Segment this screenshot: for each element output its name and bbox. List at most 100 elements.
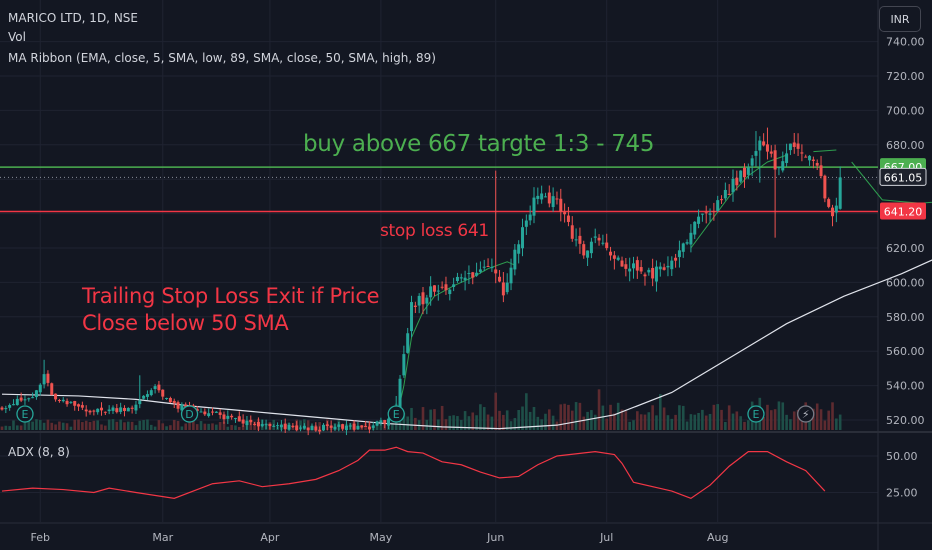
event-markers[interactable]: E D E E ⚡ bbox=[16, 405, 815, 423]
time-tick-label[interactable]: May bbox=[370, 531, 393, 544]
candle bbox=[440, 281, 444, 290]
time-tick-label[interactable]: Feb bbox=[31, 531, 50, 544]
time-tick-label[interactable]: Jul bbox=[599, 531, 613, 544]
volume-bar bbox=[792, 411, 796, 430]
earnings-icon[interactable]: E bbox=[16, 405, 34, 423]
candle bbox=[566, 206, 570, 227]
candle-body bbox=[413, 305, 417, 308]
volume-bar bbox=[69, 426, 73, 430]
trailing-annotation-line1[interactable]: Trailing Stop Loss Exit if Price bbox=[82, 284, 380, 308]
candle bbox=[344, 420, 348, 436]
candle-body bbox=[746, 167, 750, 175]
candle bbox=[436, 284, 440, 301]
price-tick-label[interactable]: 620.00 bbox=[886, 242, 925, 255]
candle bbox=[475, 262, 479, 277]
adx-tick-label[interactable]: 50.00 bbox=[886, 450, 918, 463]
volume-bar bbox=[643, 414, 647, 430]
candle bbox=[249, 415, 253, 426]
price-tick-label[interactable]: 520.00 bbox=[886, 414, 925, 427]
time-tick-label[interactable]: Apr bbox=[260, 531, 280, 544]
price-tick-label[interactable]: 580.00 bbox=[886, 311, 925, 324]
candle-body bbox=[161, 389, 165, 397]
price-tag-641-20[interactable]: 641.20 bbox=[880, 202, 926, 220]
vol-legend[interactable]: Vol bbox=[8, 30, 26, 44]
ma-ribbon-legend[interactable]: MA Ribbon (EMA, close, 5, SMA, low, 89, … bbox=[8, 51, 436, 65]
stop-loss-annotation[interactable]: stop loss 641 bbox=[380, 221, 489, 241]
volume-bar bbox=[651, 405, 654, 430]
candle bbox=[677, 240, 681, 268]
candle-body bbox=[609, 251, 613, 256]
price-tick-label[interactable]: 560.00 bbox=[886, 345, 925, 358]
volume-bar bbox=[50, 422, 54, 430]
time-tick-label[interactable]: Aug bbox=[707, 531, 728, 544]
volume-bar bbox=[666, 415, 670, 430]
candle bbox=[735, 170, 739, 191]
candle bbox=[540, 185, 544, 204]
symbol-title[interactable]: MARICO LTD, 1D, NSE bbox=[8, 11, 138, 25]
candle bbox=[570, 216, 574, 242]
horizontal-lines[interactable] bbox=[0, 166, 878, 213]
volume-bar bbox=[708, 413, 712, 430]
candle-body bbox=[126, 408, 130, 412]
candle-body bbox=[23, 399, 27, 401]
price-tick-label[interactable]: 680.00 bbox=[886, 139, 925, 152]
volume-bar bbox=[486, 414, 490, 430]
candle bbox=[831, 204, 835, 227]
candle-body bbox=[325, 424, 329, 426]
price-tick-label[interactable]: 600.00 bbox=[886, 276, 925, 289]
candle bbox=[704, 205, 708, 224]
candle bbox=[467, 265, 471, 284]
price-tick-label[interactable]: 540.00 bbox=[886, 380, 925, 393]
candle-body bbox=[601, 242, 605, 244]
earnings-icon[interactable]: E bbox=[387, 405, 405, 423]
candle bbox=[643, 272, 647, 286]
candle-body bbox=[620, 260, 624, 267]
candle bbox=[356, 422, 360, 430]
volume-bar bbox=[77, 419, 80, 430]
candle bbox=[421, 287, 425, 315]
time-tick-label[interactable]: Jun bbox=[486, 531, 504, 544]
price-tick-label[interactable]: 720.00 bbox=[886, 70, 925, 83]
candle-body bbox=[142, 395, 146, 399]
candle-body bbox=[410, 302, 414, 332]
volume-bar bbox=[107, 419, 111, 430]
candle-body bbox=[785, 153, 789, 163]
volume-bar bbox=[165, 426, 168, 430]
price-tag-661-05[interactable]: 661.05 bbox=[879, 167, 927, 186]
candle bbox=[134, 400, 138, 415]
price-tick-label[interactable]: 740.00 bbox=[886, 36, 925, 49]
volume-bar bbox=[100, 424, 103, 430]
candle bbox=[65, 398, 69, 407]
candle bbox=[115, 403, 119, 414]
candle bbox=[559, 188, 563, 222]
volume-bar bbox=[674, 414, 677, 430]
adx-tick-label[interactable]: 25.00 bbox=[886, 487, 918, 500]
candle bbox=[754, 131, 758, 167]
currency-button[interactable]: INR bbox=[879, 6, 921, 32]
candle bbox=[199, 408, 203, 413]
marker-label: ⚡ bbox=[802, 408, 810, 421]
candle bbox=[639, 260, 643, 275]
price-tick-label[interactable]: 700.00 bbox=[886, 104, 925, 117]
candle bbox=[739, 170, 743, 184]
earnings-icon[interactable]: E bbox=[747, 405, 765, 423]
candle bbox=[122, 405, 126, 417]
candle-body bbox=[616, 257, 620, 260]
time-tick-label[interactable]: Mar bbox=[152, 531, 173, 544]
candle bbox=[597, 234, 601, 246]
dividend-icon[interactable]: D bbox=[180, 405, 199, 423]
candle bbox=[337, 421, 341, 432]
axes[interactable]: 520.00540.00560.00580.00600.00620.00640.… bbox=[31, 36, 927, 544]
candle bbox=[773, 144, 777, 238]
volume-bar bbox=[180, 426, 184, 430]
candle-body bbox=[61, 399, 65, 402]
candle bbox=[302, 423, 306, 430]
lightning-icon[interactable]: ⚡ bbox=[797, 405, 815, 423]
trailing-annotation-line2[interactable]: Close below 50 SMA bbox=[82, 311, 289, 335]
volume-bar bbox=[104, 425, 107, 430]
candle-body bbox=[475, 272, 479, 276]
adx-legend[interactable]: ADX (8, 8) bbox=[8, 445, 70, 459]
buy-annotation[interactable]: buy above 667 targte 1:3 - 745 bbox=[303, 131, 655, 157]
candle-body bbox=[42, 374, 46, 385]
